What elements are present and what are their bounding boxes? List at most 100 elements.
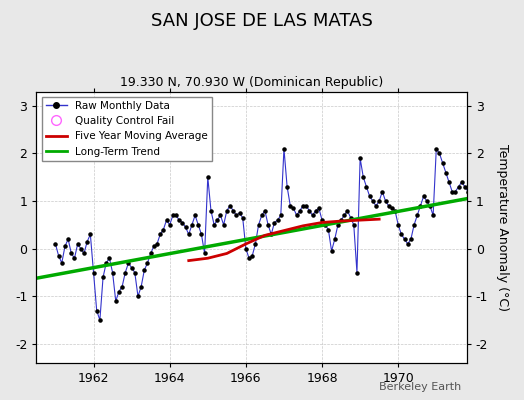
Point xyxy=(375,198,384,204)
Point xyxy=(223,207,231,214)
Point xyxy=(311,207,320,214)
Point xyxy=(403,241,412,247)
Point xyxy=(105,255,114,262)
Point xyxy=(134,293,142,300)
Point xyxy=(67,250,75,257)
Point xyxy=(80,250,88,257)
Point xyxy=(356,155,364,162)
Point xyxy=(328,248,336,254)
Point xyxy=(308,212,316,218)
Point xyxy=(64,236,72,242)
Point xyxy=(346,214,355,221)
Point xyxy=(61,243,69,250)
Point xyxy=(277,212,285,218)
Point xyxy=(496,188,504,195)
Point xyxy=(130,269,139,276)
Point xyxy=(493,193,501,200)
Point xyxy=(413,212,421,218)
Point xyxy=(331,236,339,242)
Point xyxy=(213,217,222,223)
Point xyxy=(422,198,431,204)
Point xyxy=(473,231,482,238)
Point xyxy=(445,179,453,185)
Point xyxy=(353,269,361,276)
Point xyxy=(242,246,250,252)
Point xyxy=(476,236,485,242)
Point xyxy=(289,205,298,212)
Point xyxy=(261,207,269,214)
Point xyxy=(264,222,272,228)
Point xyxy=(204,174,212,180)
Point xyxy=(172,212,180,218)
Point xyxy=(200,250,209,257)
Point xyxy=(248,253,256,259)
Point xyxy=(350,222,358,228)
Point xyxy=(337,217,345,223)
Point xyxy=(305,207,313,214)
Text: Berkeley Earth: Berkeley Earth xyxy=(379,382,461,392)
Point xyxy=(388,205,396,212)
Point xyxy=(191,212,199,218)
Point xyxy=(220,222,228,228)
Point xyxy=(286,203,294,209)
Point xyxy=(470,222,478,228)
Point xyxy=(169,212,177,218)
Point xyxy=(102,260,111,266)
Point xyxy=(194,222,202,228)
Point xyxy=(426,203,434,209)
Point xyxy=(86,231,94,238)
Point xyxy=(153,241,161,247)
Point xyxy=(267,231,276,238)
Point xyxy=(140,267,148,273)
Point xyxy=(435,150,444,157)
Point xyxy=(324,226,333,233)
Point xyxy=(238,214,247,221)
Point xyxy=(229,207,237,214)
Point xyxy=(124,260,133,266)
Point xyxy=(343,207,352,214)
Point xyxy=(162,217,171,223)
Point xyxy=(448,188,456,195)
Point xyxy=(51,241,60,247)
Point xyxy=(156,231,165,238)
Point xyxy=(108,269,117,276)
Point xyxy=(121,269,129,276)
Point xyxy=(292,212,301,218)
Point xyxy=(181,224,190,230)
Point xyxy=(118,284,126,290)
Point xyxy=(235,210,244,216)
Point xyxy=(58,260,66,266)
Point xyxy=(365,193,374,200)
Point xyxy=(175,217,183,223)
Point xyxy=(280,146,288,152)
Point xyxy=(385,203,393,209)
Point xyxy=(407,236,415,242)
Point xyxy=(400,236,409,242)
Point xyxy=(394,222,402,228)
Y-axis label: Temperature Anomaly (°C): Temperature Anomaly (°C) xyxy=(496,144,509,311)
Point xyxy=(296,207,304,214)
Point xyxy=(166,222,174,228)
Point xyxy=(486,207,495,214)
Point xyxy=(54,253,63,259)
Point xyxy=(207,207,215,214)
Point xyxy=(416,203,424,209)
Point xyxy=(502,207,510,214)
Point xyxy=(432,146,441,152)
Point xyxy=(429,212,438,218)
Point xyxy=(451,188,460,195)
Point xyxy=(489,198,498,204)
Point xyxy=(372,203,380,209)
Point xyxy=(467,198,475,204)
Point xyxy=(419,193,428,200)
Point xyxy=(340,212,348,218)
Point xyxy=(321,222,330,228)
Point xyxy=(439,160,447,166)
Point xyxy=(318,217,326,223)
Point xyxy=(315,205,323,212)
Point xyxy=(454,184,463,190)
Point xyxy=(461,184,469,190)
Point xyxy=(378,188,387,195)
Point xyxy=(254,222,263,228)
Point xyxy=(359,174,367,180)
